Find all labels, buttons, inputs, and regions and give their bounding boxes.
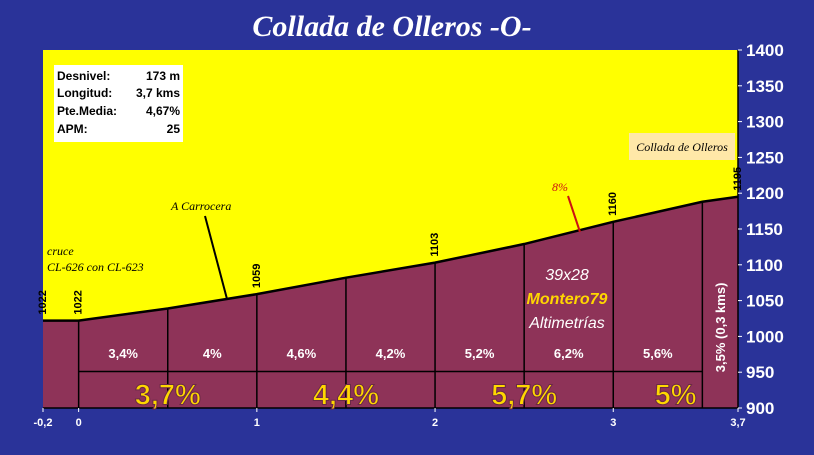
y-tick-label: 1200: [746, 184, 784, 203]
summit-label-bg: [629, 133, 735, 160]
last-segment-grade-label: 3,5% (0,3 kms): [713, 283, 728, 373]
km-grade-label: 3,7%: [135, 379, 201, 411]
y-tick-label: 1350: [746, 77, 784, 96]
x-axis-ticks: -0,2 0 1 2 3 3,7: [34, 408, 746, 429]
y-tick-label: 1400: [746, 41, 784, 60]
junction-note-line2: CL-626 con CL-623: [47, 260, 144, 274]
y-axis-ticks: 900 950 1000 1050 1100 1150 1200 1250 1300 1350 14…: [738, 41, 784, 418]
y-tick-label: 1100: [746, 256, 783, 275]
altitude-label: 1195: [732, 167, 744, 191]
summit-label: Collada de Olleros: [636, 140, 728, 154]
x-tick-label: 3,7: [730, 417, 745, 429]
y-tick-label: 1050: [746, 292, 784, 311]
chart-title: Collada de Olleros -O-: [252, 10, 531, 43]
profile-layer: [43, 50, 739, 409]
segment-grade-label: 4%: [203, 346, 222, 361]
stats-box: Desnivel: 173 m Longitud: 3,7 kms Pte.Me…: [54, 65, 183, 142]
y-tick-label: 900: [746, 399, 774, 418]
carrocera-label: A Carrocera: [170, 199, 231, 213]
summit-label-box: Collada de Olleros: [629, 133, 735, 160]
segment-grade-label: 5,6%: [643, 346, 673, 361]
stat-label-pendiente: Pte.Media:: [57, 104, 117, 118]
segment-grade-label: 3,4%: [108, 346, 138, 361]
carrocera-pointer: [204, 215, 228, 300]
x-tick-label: -0,2: [34, 417, 53, 429]
profile-line: [43, 195, 739, 322]
y-tick-label: 1150: [746, 220, 783, 239]
stat-label-longitud: Longitud:: [57, 86, 112, 100]
altitude-label: 1022: [37, 290, 49, 314]
credit-gear: 39x28: [545, 267, 589, 284]
segment-grade-label: 4,6%: [287, 346, 317, 361]
segment-grade-label: 4,2%: [376, 346, 406, 361]
grade-labels: 3,4% 4% 4,6% 4,2% 5,2% 6,2% 5,6% 3,5% (0,3 kms)…: [108, 283, 728, 412]
max-grade-label: 8%: [552, 180, 568, 194]
x-tick-label: 3: [610, 417, 616, 429]
stats-box-bg: [54, 65, 183, 142]
x-tick-label: 1: [254, 417, 260, 429]
km-grade-label: 4,4%: [313, 379, 379, 411]
segment-grade-label: 6,2%: [554, 346, 584, 361]
stat-value-apm: 25: [167, 122, 181, 136]
stat-value-pendiente: 4,67%: [146, 104, 180, 118]
credit-author: Montero79: [527, 291, 608, 308]
credit-site: Altimetrías: [528, 315, 605, 332]
km-grade-label: 5%: [655, 379, 697, 411]
y-tick-label: 1300: [746, 113, 784, 132]
altitude-label: 1103: [429, 233, 441, 257]
altitude-labels: 1022 1022 1059 1103 1160 1195: [37, 167, 744, 315]
x-tick-label: 0: [76, 417, 82, 429]
max-grade-pointer: [567, 195, 581, 233]
y-tick-label: 950: [746, 363, 774, 382]
junction-note-line1: cruce: [47, 244, 74, 258]
km-grade-label: 5,7%: [491, 379, 557, 411]
stat-value-desnivel: 173 m: [146, 69, 180, 83]
profile-area: [43, 196, 738, 408]
stat-label-apm: APM:: [57, 122, 88, 136]
altitude-label: 1160: [607, 192, 619, 216]
altitude-label: 1059: [251, 264, 263, 288]
altitude-label: 1022: [73, 290, 85, 314]
y-tick-label: 1250: [746, 148, 784, 167]
stat-label-desnivel: Desnivel:: [57, 69, 110, 83]
y-tick-label: 1000: [746, 327, 784, 346]
x-tick-label: 2: [432, 417, 438, 429]
stat-value-longitud: 3,7 kms: [136, 86, 180, 100]
segment-grade-label: 5,2%: [465, 346, 495, 361]
